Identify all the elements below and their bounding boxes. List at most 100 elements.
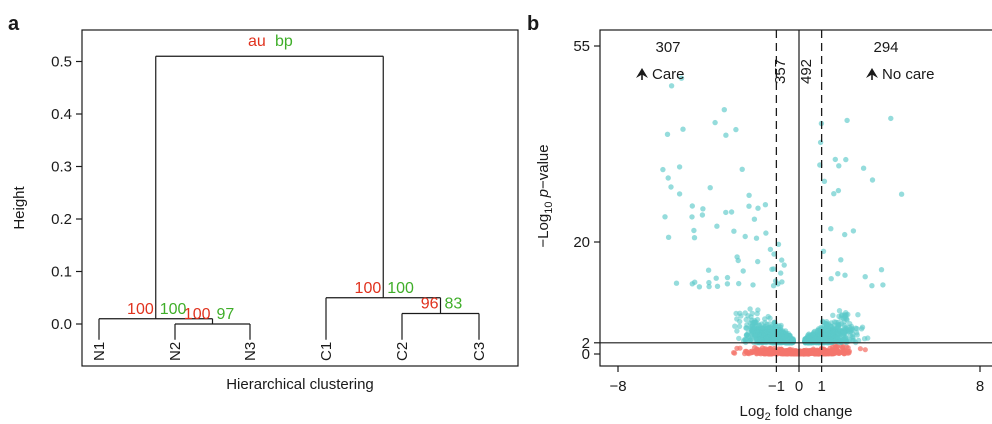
point-significant-outlier xyxy=(753,235,760,241)
point-significant-outlier xyxy=(835,187,842,194)
point-significant xyxy=(811,329,817,335)
point-significant-outlier xyxy=(770,283,777,289)
point-significant-outlier xyxy=(817,139,824,146)
point-significant-outlier xyxy=(860,165,867,171)
x-tick-label: 8 xyxy=(976,378,984,395)
point-significant-outlier xyxy=(832,156,838,163)
point-not-significant xyxy=(742,348,749,354)
point-significant xyxy=(854,332,860,338)
y-tick-label: 0.4 xyxy=(51,106,72,123)
point-significant-outlier xyxy=(724,274,731,281)
point-significant-outlier xyxy=(662,214,668,220)
point-significant xyxy=(754,316,761,323)
point-significant xyxy=(789,338,795,344)
point-significant xyxy=(736,323,743,330)
legend-bp: bp xyxy=(275,33,293,50)
point-significant xyxy=(840,315,847,322)
point-not-significant xyxy=(838,349,844,355)
point-significant-outlier xyxy=(755,205,761,211)
point-significant-outlier xyxy=(712,119,718,126)
point-significant-outlier xyxy=(836,163,842,169)
bp-value: 100 xyxy=(387,280,414,297)
point-significant xyxy=(749,310,755,317)
point-significant-outlier xyxy=(691,235,698,241)
point-significant xyxy=(762,320,768,326)
point-significant-outlier xyxy=(707,185,713,191)
point-significant xyxy=(767,339,773,345)
point-significant xyxy=(855,312,861,318)
bp-value: 100 xyxy=(160,301,187,318)
point-significant-outlier xyxy=(762,202,769,208)
point-significant xyxy=(825,321,832,327)
point-not-significant xyxy=(803,347,809,353)
point-significant-outlier xyxy=(660,166,666,173)
point-significant xyxy=(742,310,748,316)
point-significant xyxy=(737,310,743,316)
point-not-significant xyxy=(787,346,793,352)
point-significant-outlier xyxy=(739,166,745,172)
point-significant xyxy=(830,329,836,336)
point-not-significant xyxy=(734,345,740,351)
point-significant xyxy=(834,324,841,330)
panel-a-letter: a xyxy=(8,13,20,35)
point-significant-outlier xyxy=(779,257,785,263)
point-significant-outlier xyxy=(724,281,731,287)
point-significant-outlier xyxy=(862,274,868,280)
point-significant xyxy=(756,322,762,328)
point-significant-outlier xyxy=(665,234,672,240)
point-not-significant xyxy=(857,346,864,352)
point-not-significant xyxy=(810,346,817,352)
point-significant-outlier xyxy=(843,156,849,163)
point-not-significant xyxy=(831,348,838,354)
panel-b-x-label: Log2 fold change xyxy=(740,403,853,423)
point-significant-outlier xyxy=(746,203,752,209)
y-tick-label: 0.2 xyxy=(51,211,72,228)
point-significant-outlier xyxy=(713,275,719,281)
point-significant xyxy=(749,324,756,330)
point-significant xyxy=(833,334,839,341)
point-significant xyxy=(854,326,860,332)
point-significant xyxy=(737,318,743,325)
point-significant-outlier xyxy=(740,268,746,274)
point-significant-outlier xyxy=(781,262,787,268)
point-significant xyxy=(770,330,776,336)
y-tick-label: 2 xyxy=(582,335,590,352)
point-significant-outlier xyxy=(723,132,729,138)
point-significant xyxy=(842,334,849,340)
point-significant xyxy=(767,315,773,321)
leaf-label: C3 xyxy=(471,342,488,361)
point-not-significant xyxy=(846,350,852,356)
point-not-significant xyxy=(780,350,787,356)
point-significant-outlier xyxy=(664,131,671,137)
leaf-label: N3 xyxy=(242,342,259,361)
panel-a-dendrogram: a 0.0 0.1 0.2 0.3 0.4 0.5 N1 N2 N3 C1 C2 C3 100 97 1… xyxy=(8,13,519,393)
panel-b-x-axis: −8 −1 0 1 8 xyxy=(609,366,984,395)
point-significant xyxy=(771,335,777,341)
point-significant xyxy=(734,328,740,334)
point-significant-outlier xyxy=(665,175,671,181)
point-significant-outlier xyxy=(705,267,712,273)
point-significant-outlier xyxy=(728,209,735,215)
count-mid-right: 492 xyxy=(798,59,815,84)
au-value: 100 xyxy=(127,301,154,318)
leaf-label: C2 xyxy=(394,342,411,361)
point-significant-outlier xyxy=(835,271,841,277)
point-significant xyxy=(736,335,742,342)
point-significant xyxy=(847,333,853,339)
point-significant-outlier xyxy=(723,209,729,216)
point-significant-outlier xyxy=(850,228,857,234)
point-significant-outlier xyxy=(831,191,837,197)
point-not-significant xyxy=(862,347,868,353)
au-value: 100 xyxy=(184,306,211,323)
point-significant-outlier xyxy=(680,126,686,132)
panel-b-y-axis: 02 20 55 xyxy=(573,38,600,363)
point-significant-outlier xyxy=(689,281,695,287)
point-not-significant xyxy=(763,350,769,356)
panel-a-y-label: Height xyxy=(11,185,28,229)
point-significant-outlier xyxy=(751,216,758,222)
point-significant-outlier xyxy=(763,230,769,236)
point-significant-outlier xyxy=(869,283,875,289)
y-tick-label: 55 xyxy=(573,38,590,55)
leaf-label: C1 xyxy=(318,342,335,361)
point-significant-outlier xyxy=(691,227,697,234)
